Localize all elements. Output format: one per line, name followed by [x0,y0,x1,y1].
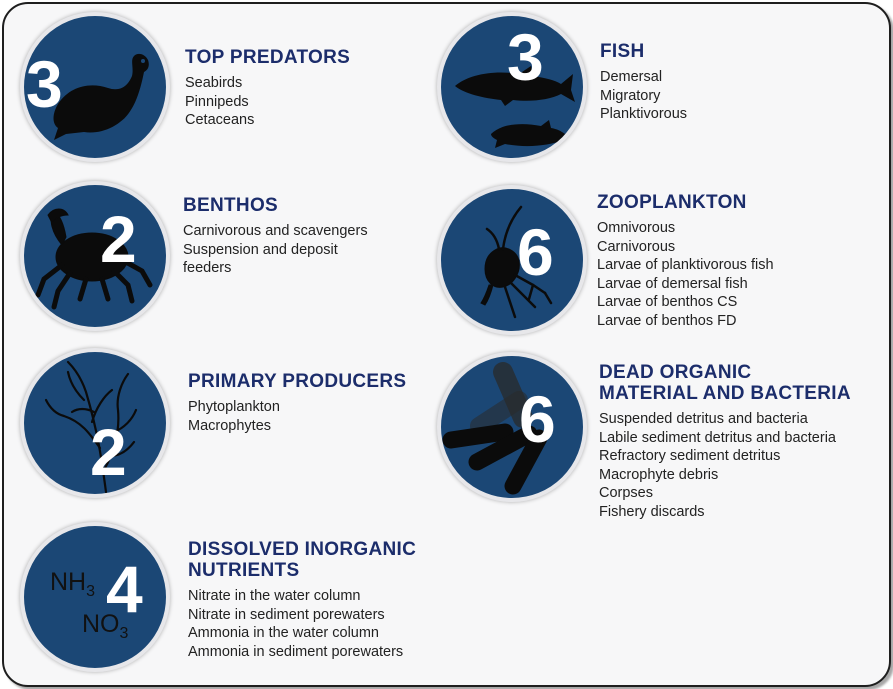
group-items: Nitrate in the water column Nitrate in s… [188,587,416,661]
benthos-text: BENTHOS Carnivorous and scavengers Suspe… [183,195,368,278]
list-item: Demersal [600,69,663,85]
group-count: 3 [26,47,63,121]
benthos-badge: 2 [20,181,170,331]
chemical-formula-icon: NH3 [50,568,96,601]
list-item: Larvae of planktivorous fish [597,257,774,273]
group-title: ZOOPLANKTON [597,192,747,213]
list-item: Omnivorous [597,220,676,236]
list-item: Suspended detritus and bacteria [599,411,808,427]
list-item: Larvae of demersal fish [597,275,748,292]
fish-icon [455,66,575,148]
list-item: Larvae of benthos FD [597,312,737,329]
primary-producers-text: PRIMARY PRODUCERS Phytoplankton Macrophy… [188,371,406,435]
top-predators-text: TOP PREDATORS Seabirds Pinnipeds Cetacea… [185,47,350,130]
primary-producers-badge: 2 [20,348,170,498]
group-title: DISSOLVED INORGANIC NUTRIENTS [188,539,417,581]
group-count: 2 [90,415,127,489]
list-item: Seabirds [185,75,243,91]
list-item: Corpses [599,485,653,501]
group-count: 3 [507,20,544,94]
group-items: Demersal Migratory Planktivorous [600,68,687,124]
group-count: 2 [100,202,137,276]
list-item: Macrophytes [188,417,272,434]
top-predators-badge: 3 [20,12,170,162]
group-title: FISH [600,41,645,62]
list-item: Larvae of benthos CS [597,294,738,310]
list-item: Pinnipeds [185,93,249,110]
group-items: Suspended detritus and bacteria Labile s… [599,410,851,521]
nutrients-text: DISSOLVED INORGANIC NUTRIENTS Nitrate in… [188,539,416,661]
nutrients-badge: NH3 NO3 4 [20,522,170,672]
fish-text: FISH Demersal Migratory Planktivorous [600,41,687,124]
group-items: Seabirds Pinnipeds Cetaceans [185,74,350,130]
chemical-formula-icon: NO3 [82,610,129,643]
fish-badge: 3 [437,12,587,162]
list-item: Carnivorous and scavengers [183,223,368,239]
list-item: Planktivorous [600,106,688,122]
list-item: Labile sediment detritus and bacteria [599,429,836,446]
list-item: Nitrate in sediment porewaters [188,606,385,623]
group-count: 6 [517,215,554,289]
crab-icon [35,208,153,310]
seal-icon [53,53,149,141]
group-title: TOP PREDATORS [185,47,351,68]
zooplankton-badge: 6 [437,185,587,335]
list-item: Carnivorous [597,238,676,255]
list-item: Macrophyte debris [599,466,719,483]
list-item: Suspension and deposit [183,241,338,258]
dead-organic-badge: 6 [437,352,587,502]
list-item: Fishery discards [599,503,705,520]
list-item: Nitrate in the water column [188,588,361,604]
group-count: 6 [519,382,556,456]
group-items: Omnivorous Carnivorous Larvae of plankti… [597,219,774,330]
list-item: Refractory sediment detritus [599,448,781,464]
list-item: Ammonia in the water column [188,625,379,641]
group-count: 4 [106,552,143,626]
list-item: feeders [183,260,232,276]
group-items: Carnivorous and scavengers Suspension an… [183,222,368,278]
dead-organic-text: DEAD ORGANIC MATERIAL AND BACTERIA Suspe… [599,362,851,521]
group-title: PRIMARY PRODUCERS [188,371,407,392]
group-title: BENTHOS [183,195,278,216]
list-item: Migratory [600,87,661,104]
group-title: DEAD ORGANIC MATERIAL AND BACTERIA [599,362,851,404]
seaweed-icon [44,360,138,494]
copepod-icon [480,205,553,319]
group-items: Phytoplankton Macrophytes [188,398,406,435]
zooplankton-text: ZOOPLANKTON Omnivorous Carnivorous Larva… [597,192,774,330]
bacteria-icon [442,362,548,495]
list-item: Cetaceans [185,112,255,128]
list-item: Ammonia in sediment porewaters [188,643,404,660]
list-item: Phytoplankton [188,399,280,415]
